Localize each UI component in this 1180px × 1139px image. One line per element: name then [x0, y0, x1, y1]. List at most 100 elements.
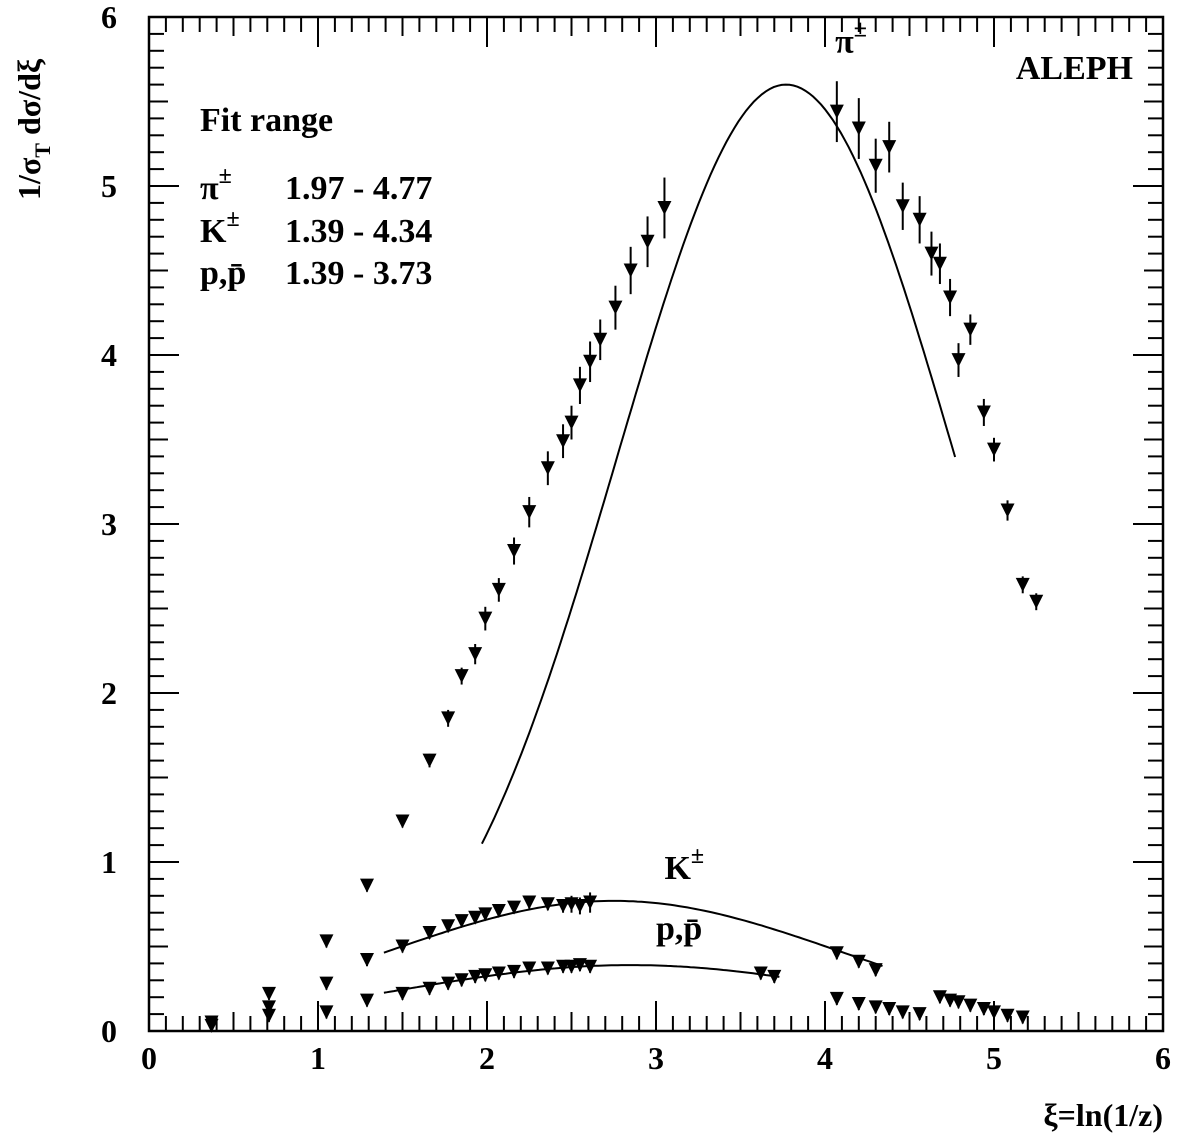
- data-point-marker: [583, 959, 598, 974]
- data-point-marker: [395, 814, 410, 829]
- data-point-marker: [657, 200, 672, 215]
- data-point-marker: [963, 998, 978, 1013]
- series-label: p,p̄: [656, 911, 702, 948]
- data-point-marker: [882, 1002, 897, 1017]
- data-point-marker: [572, 898, 587, 913]
- data-point-marker: [868, 963, 883, 978]
- data-point-marker: [583, 895, 598, 910]
- y-tick-label: 6: [101, 0, 117, 35]
- data-point-marker: [829, 991, 844, 1006]
- data-point-marker: [912, 1007, 927, 1022]
- data-point-marker: [932, 990, 947, 1005]
- data-point-marker: [753, 966, 768, 981]
- data-point-marker: [556, 898, 571, 913]
- data-point-marker: [507, 900, 522, 915]
- data-point-marker: [583, 354, 598, 369]
- data-point-marker: [1015, 577, 1030, 592]
- data-point-marker: [593, 332, 608, 347]
- data-point-marker: [608, 300, 623, 315]
- y-axis-label-main: 1/σ: [11, 157, 47, 200]
- y-tick-label: 3: [101, 506, 117, 542]
- legend-row-kaon-particle-base: K: [200, 213, 227, 250]
- legend-row-kaon-particle: K±: [200, 206, 240, 250]
- data-point-marker: [491, 904, 506, 919]
- data-point-marker: [454, 669, 469, 684]
- data-point-marker: [564, 959, 579, 974]
- x-tick-label: 5: [986, 1040, 1002, 1076]
- data-point-marker: [319, 1005, 334, 1020]
- series-label: K±: [664, 843, 704, 887]
- axis-ticks: [149, 17, 1163, 1031]
- data-point-marker: [395, 939, 410, 954]
- legend-row-kaon-particle-sup: ±: [226, 206, 239, 232]
- data-point-marker: [1000, 1008, 1015, 1023]
- data-point-marker: [868, 1000, 883, 1015]
- data-point-marker: [572, 378, 587, 393]
- data-point-marker: [932, 256, 947, 271]
- data-point-marker: [951, 995, 966, 1010]
- data-point-marker: [572, 958, 587, 973]
- data-point-marker: [507, 544, 522, 559]
- y-tick-label: 5: [101, 168, 117, 204]
- legend-row-pion-particle-sup: ±: [219, 163, 232, 189]
- series-label-base: p,p̄: [656, 911, 702, 948]
- data-point-marker: [522, 961, 537, 976]
- x-tick-label: 4: [817, 1040, 833, 1076]
- y-axis-label-subscript: T: [30, 143, 55, 158]
- data-point-marker: [976, 1002, 991, 1017]
- data-point-marker: [468, 969, 483, 984]
- x-axis-label: ξ=ln(1/z): [1043, 1097, 1163, 1133]
- data-point-marker: [204, 1018, 219, 1033]
- data-point-marker: [422, 981, 437, 996]
- data-point-marker: [319, 934, 334, 949]
- legend-row-proton-particle: p,p̄: [200, 255, 246, 292]
- data-point-marker: [454, 973, 469, 988]
- data-point-marker: [851, 996, 866, 1011]
- series-label: π±: [835, 16, 867, 60]
- data-point-marker: [943, 290, 958, 305]
- experiment-label: ALEPH: [1016, 50, 1133, 87]
- data-point-marker: [261, 1008, 276, 1023]
- data-point-marker: [422, 753, 437, 768]
- x-tick-label: 0: [141, 1040, 157, 1076]
- data-point-marker: [1000, 503, 1015, 518]
- series-label-base: π: [835, 23, 854, 60]
- data-point-marker: [767, 969, 782, 984]
- data-point-marker: [987, 442, 1001, 457]
- data-point-marker: [454, 914, 469, 929]
- series-labels: π± K± p,p̄: [656, 16, 867, 947]
- series-label-base: K: [664, 850, 691, 887]
- data-point-marker: [868, 158, 883, 173]
- legend-row-pion-particle-base: π: [200, 170, 219, 207]
- y-axis-label-rest: dσ/dξ: [11, 58, 47, 143]
- y-tick-label: 1: [101, 844, 117, 880]
- legend-row-pion-range: 1.97 - 4.77: [285, 170, 432, 207]
- x-tick-label: 3: [648, 1040, 664, 1076]
- data-point-marker: [851, 121, 866, 136]
- axis-tick-labels: 0 1 2 3 4 5 6 0 1 2 3 4 5 6: [101, 0, 1171, 1076]
- data-point-marker: [360, 953, 375, 968]
- legend-title: Fit range: [200, 102, 333, 139]
- data-point-marker: [963, 322, 978, 337]
- data-point-marker: [540, 461, 555, 476]
- data-point-marker: [360, 993, 375, 1008]
- x-tick-label: 6: [1155, 1040, 1171, 1076]
- data-point-marker: [623, 263, 638, 278]
- data-point-marker: [976, 405, 991, 420]
- data-point-marker: [522, 895, 537, 910]
- y-axis-label: 1/σT dσ/dξ: [11, 58, 55, 200]
- data-point-marker: [491, 966, 506, 981]
- data-point-marker: [395, 986, 410, 1001]
- data-point-marker: [640, 234, 655, 249]
- legend-row-proton-range: 1.39 - 3.73: [285, 255, 432, 292]
- data-point-marker: [540, 897, 555, 912]
- y-tick-label: 0: [101, 1013, 117, 1049]
- data-point-marker: [829, 104, 844, 119]
- data-point-marker: [851, 954, 866, 969]
- legend-row-proton-particle-base: p,p̄: [200, 255, 246, 292]
- data-points: [204, 81, 1044, 1033]
- data-point-marker: [507, 964, 522, 979]
- fit-curve: [383, 899, 883, 967]
- data-point-marker: [468, 647, 483, 662]
